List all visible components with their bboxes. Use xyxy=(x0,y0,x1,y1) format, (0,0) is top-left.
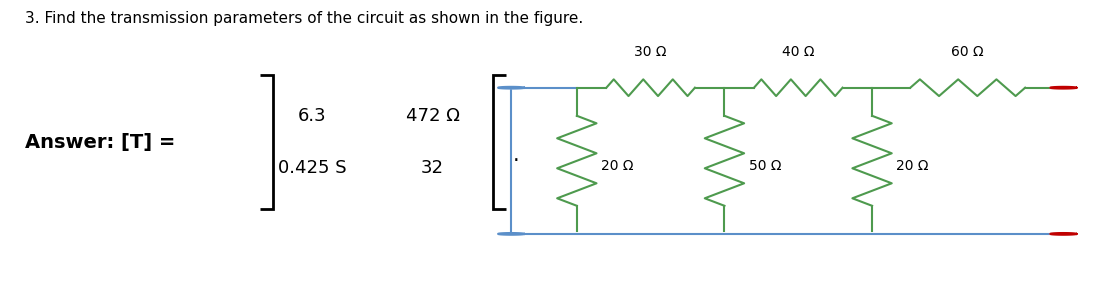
Text: .: . xyxy=(512,145,519,165)
Text: Answer: [T] =: Answer: [T] = xyxy=(24,133,175,151)
Text: 3. Find the transmission parameters of the circuit as shown in the figure.: 3. Find the transmission parameters of t… xyxy=(24,11,582,26)
Text: 6.3: 6.3 xyxy=(298,107,326,125)
Text: 20 Ω: 20 Ω xyxy=(601,159,633,173)
Text: 0.425 S: 0.425 S xyxy=(278,159,346,177)
Text: 30 Ω: 30 Ω xyxy=(634,45,667,59)
Text: 60 Ω: 60 Ω xyxy=(952,45,984,59)
Polygon shape xyxy=(1051,87,1077,89)
Polygon shape xyxy=(1051,233,1077,235)
Text: 472 Ω: 472 Ω xyxy=(406,107,459,125)
Text: 20 Ω: 20 Ω xyxy=(896,159,929,173)
Text: 32: 32 xyxy=(421,159,444,177)
Text: 50 Ω: 50 Ω xyxy=(748,159,781,173)
Polygon shape xyxy=(498,233,524,235)
Polygon shape xyxy=(498,87,524,89)
Text: 40 Ω: 40 Ω xyxy=(782,45,814,59)
